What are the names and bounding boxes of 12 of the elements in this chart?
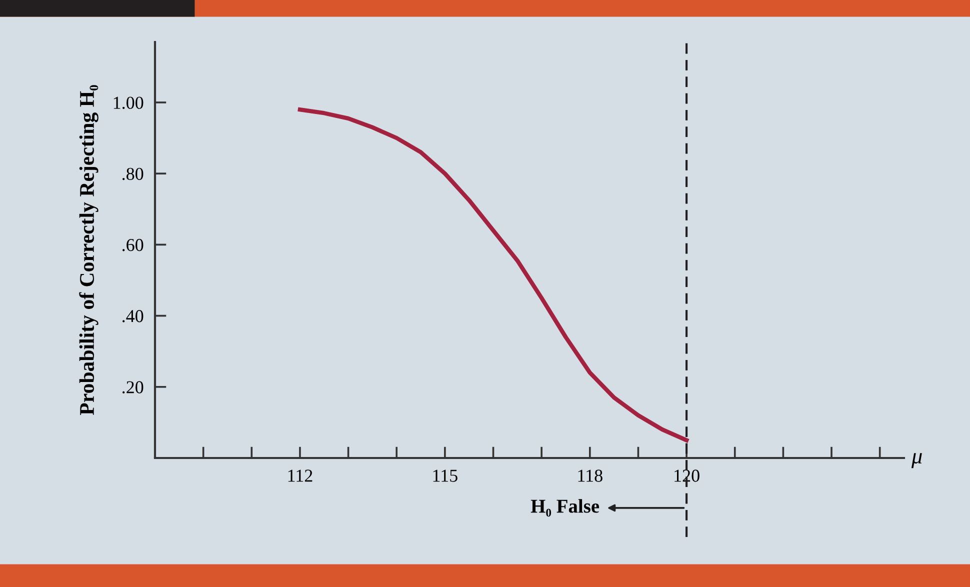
y-tick-label: .20: [122, 381, 144, 394]
y-tick-label: .60: [122, 238, 144, 252]
x-axis-title: μ: [911, 453, 922, 468]
x-tick-label: 112: [288, 470, 312, 482]
x-tick-label: 115: [433, 470, 458, 482]
y-tick-label: .40: [122, 310, 144, 322]
ref-line-label: H₀ False: [530, 499, 600, 517]
line-series: [298, 107, 689, 442]
x-tick-label: 118: [578, 470, 602, 482]
y-axis-title: Probability of Correctly Rejecting H₀: [79, 85, 98, 415]
y-tick-label: .80: [122, 168, 144, 180]
y-tick-label: 1.00: [114, 96, 144, 109]
